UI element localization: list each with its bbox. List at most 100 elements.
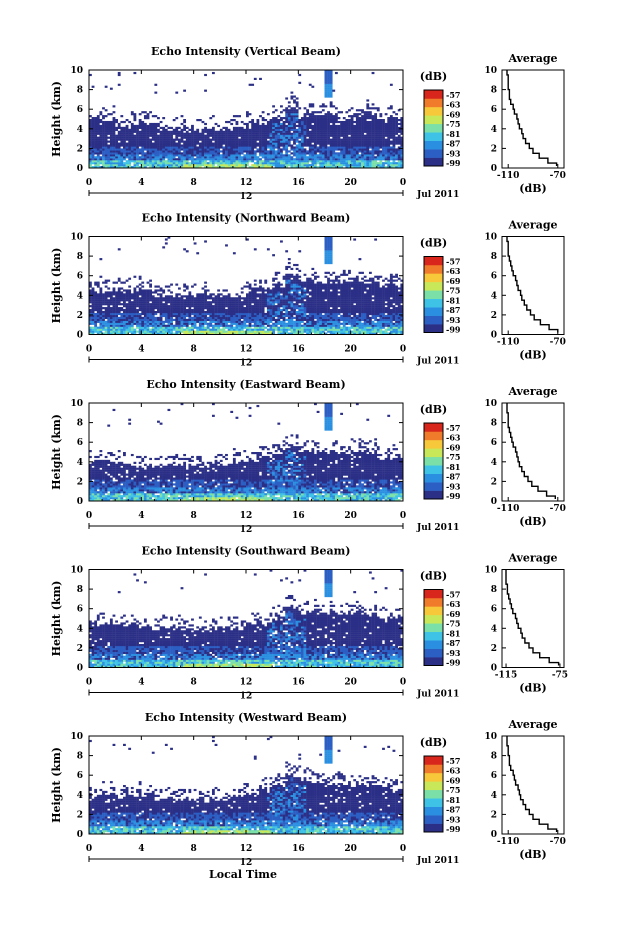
heatmap-cell [376, 119, 380, 122]
heatmap-cell [376, 152, 380, 155]
heatmap-cell [384, 128, 388, 131]
heatmap-cell [345, 111, 349, 114]
heatmap-cell [366, 120, 370, 124]
heatmap-cell [285, 97, 289, 100]
heatmap-cell [300, 126, 304, 129]
heatmap-cell [321, 138, 325, 141]
heatmap-cell [277, 332, 281, 335]
heatmap-cell [371, 120, 375, 124]
heatmap-cell [157, 142, 160, 145]
heatmap-cell [246, 281, 249, 284]
heatmap-cell [366, 144, 370, 147]
heatmap-cell [379, 120, 383, 124]
heatmap-cell [125, 279, 129, 282]
heatmap-cell [125, 152, 129, 155]
heatmap-cell [230, 320, 234, 323]
heatmap-cell [230, 160, 234, 163]
heatmap-cell [324, 95, 328, 98]
heatmap-cell [175, 164, 179, 167]
heatmap-cell [141, 301, 145, 304]
heatmap-cell [274, 152, 278, 155]
heatmap-cell [277, 130, 281, 133]
heatmap-cell [290, 111, 294, 114]
heatmap-cell [368, 150, 372, 153]
heatmap-cell [188, 152, 192, 155]
colorbar-swatch [424, 106, 443, 116]
heatmap-cell [298, 322, 302, 325]
heatmap-cell [253, 142, 257, 145]
heatmap-cell [151, 132, 155, 135]
heatmap-cell [170, 166, 173, 169]
heatmap-cell [280, 309, 283, 312]
heatmap-cell [376, 109, 380, 112]
heatmap-cell [104, 297, 108, 300]
heatmap-cell [96, 138, 100, 141]
heatmap-cell [138, 301, 142, 304]
heatmap-cell [353, 150, 357, 153]
heatmap-cell [183, 120, 187, 124]
heatmap-cell [293, 117, 296, 120]
heatmap-cell [316, 136, 320, 139]
heatmap-cell [400, 164, 404, 167]
heatmap-cell [151, 299, 155, 302]
heatmap-cell [154, 316, 158, 320]
heatmap-cell [350, 117, 354, 120]
heatmap-cell [319, 154, 323, 157]
heatmap-cell [217, 328, 221, 331]
heatmap-cell [206, 130, 210, 133]
heatmap-cell [280, 150, 283, 153]
heatmap-cell [157, 138, 160, 141]
heatmap-cell [280, 299, 283, 302]
heatmap-cell [146, 326, 150, 329]
heatmap-cell [368, 144, 372, 147]
heatmap-cell [141, 303, 145, 306]
heatmap-cell [243, 330, 247, 333]
heatmap-cell [285, 275, 289, 278]
heatmap-cell [162, 299, 166, 302]
heatmap-cell [306, 287, 309, 290]
heatmap-cell [167, 146, 171, 149]
heatmap-cell [211, 142, 215, 145]
heatmap-cell [149, 158, 152, 161]
heatmap-cell [240, 132, 244, 135]
heatmap-cell [298, 81, 302, 84]
heatmap-cell [232, 310, 236, 314]
heatmap-cell [363, 124, 367, 128]
heatmap-cell [136, 303, 139, 306]
heatmap-cell [146, 136, 150, 139]
heatmap-cell [392, 148, 396, 151]
heatmap-cell [167, 295, 171, 298]
heatmap-cell [382, 140, 385, 143]
heatmap-cell [400, 148, 404, 151]
heatmap-cell [120, 115, 124, 118]
heatmap-cell [217, 310, 221, 314]
heatmap-cell [159, 316, 163, 320]
heatmap-cell [345, 136, 349, 139]
heatmap-cell [198, 152, 202, 155]
heatmap-cell [269, 326, 273, 329]
heatmap-cell [282, 295, 286, 298]
heatmap-cell [201, 138, 205, 141]
heatmap-cell [282, 318, 286, 321]
heatmap-cell [332, 144, 336, 147]
heatmap-cell [259, 140, 262, 143]
heatmap-cell [188, 316, 192, 320]
heatmap-cell [128, 293, 132, 296]
heatmap-cell [287, 312, 291, 316]
heatmap-cell [319, 115, 323, 118]
heatmap-cell [243, 301, 247, 304]
heatmap-cell [96, 281, 100, 284]
heatmap-cell [130, 148, 134, 151]
heatmap-cell [107, 160, 111, 163]
heatmap-cell [175, 126, 179, 129]
heatmap-cell [274, 309, 278, 312]
heatmap-cell [287, 101, 291, 104]
heatmap-cell [206, 332, 210, 335]
heatmap-cell [397, 156, 401, 159]
heatmap-cell [348, 142, 351, 145]
heatmap-cell [198, 166, 202, 169]
heatmap-cell [259, 128, 262, 131]
heatmap-cell [188, 132, 192, 135]
heatmap-cell [300, 328, 304, 331]
heatmap-cell [366, 140, 370, 143]
